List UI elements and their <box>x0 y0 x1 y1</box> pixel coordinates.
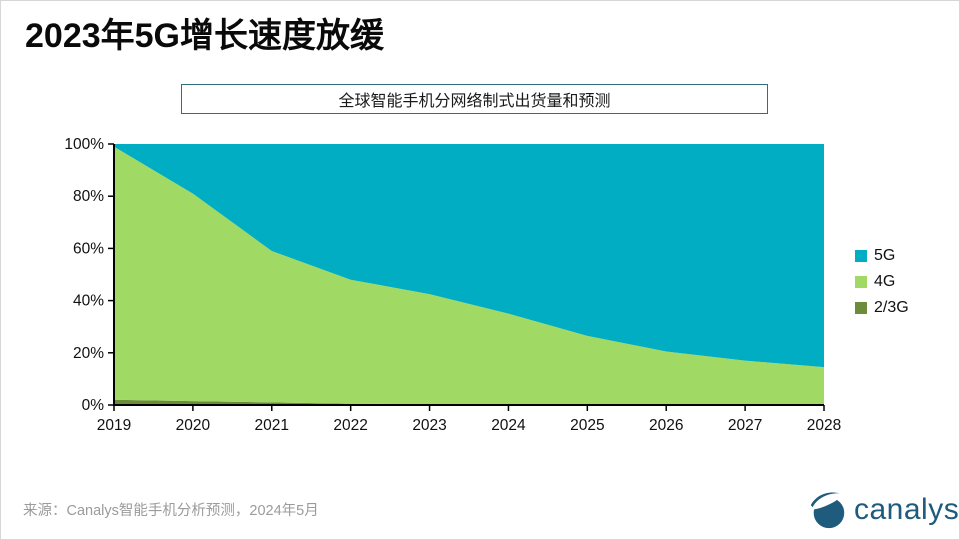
y-tick-label: 20% <box>73 345 104 362</box>
legend-swatch-4g <box>855 276 867 288</box>
legend-swatch-5g <box>855 250 867 262</box>
legend-label-23g: 2/3G <box>874 299 909 316</box>
x-tick-label: 2022 <box>333 417 367 434</box>
canalys-logo-icon <box>807 491 845 529</box>
x-tick-label: 2021 <box>255 417 289 434</box>
y-tick-label: 40% <box>73 293 104 310</box>
legend-label-5g: 5G <box>874 247 896 264</box>
y-tick-label: 100% <box>64 136 104 153</box>
x-tick-label: 2027 <box>728 417 762 434</box>
legend-item-5g: 5G <box>855 247 909 265</box>
x-tick-label: 2019 <box>97 417 131 434</box>
area-series-4g <box>114 146 824 405</box>
y-tick-label: 0% <box>82 397 105 414</box>
legend-label-4g: 4G <box>874 273 896 290</box>
area-series-5g <box>114 144 824 368</box>
page-title: 2023年5G增长速度放缓 <box>25 17 384 55</box>
x-tick-label: 2025 <box>570 417 604 434</box>
x-tick-label: 2024 <box>491 417 526 434</box>
x-tick-label: 2023 <box>412 417 446 434</box>
legend-item-23g: 2/3G <box>855 299 909 317</box>
x-tick-label: 2020 <box>176 417 211 434</box>
area-series-23g <box>114 399 824 405</box>
legend-swatch-23g <box>855 302 867 314</box>
chart-subtitle-box: 全球智能手机分网络制式出货量和预测 <box>181 84 768 114</box>
y-tick-label: 60% <box>73 240 104 257</box>
canalys-logo-text: canalys <box>854 493 960 526</box>
chart-subtitle-text: 全球智能手机分网络制式出货量和预测 <box>338 93 611 110</box>
x-tick-label: 2026 <box>649 417 683 434</box>
canalys-logo: canalys <box>807 489 959 531</box>
chart-legend: 5G 4G 2/3G <box>855 247 909 317</box>
source-attribution: 来源：Canalys智能手机分析预测，2024年5月 <box>23 503 319 519</box>
legend-item-4g: 4G <box>855 273 909 291</box>
x-tick-label: 2028 <box>807 417 841 434</box>
y-tick-label: 80% <box>73 188 104 205</box>
